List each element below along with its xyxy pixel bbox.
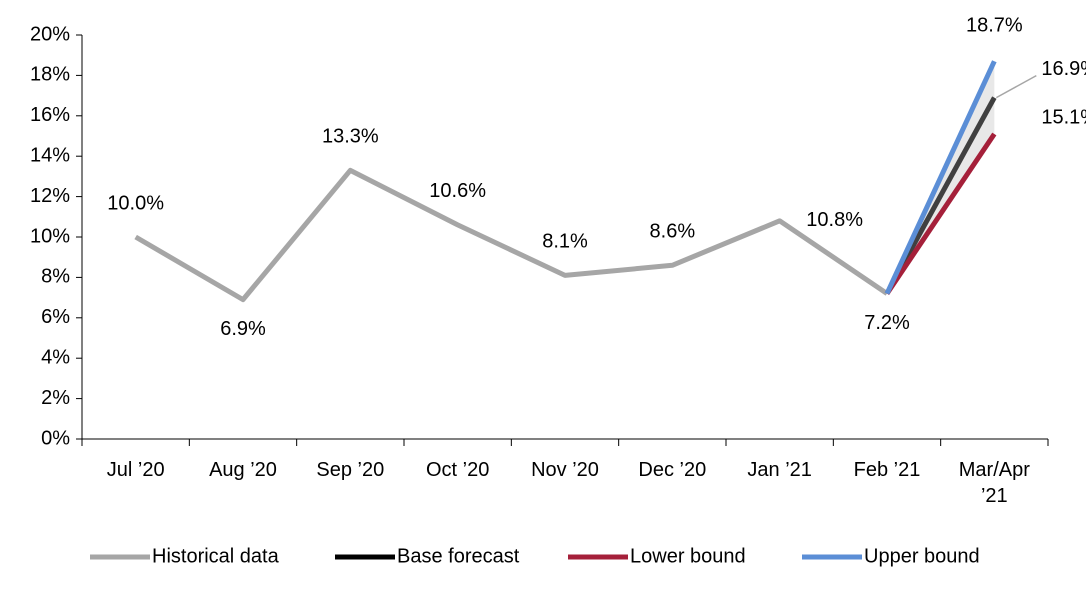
y-tick-label: 8% <box>41 266 70 288</box>
x-tick-label: Mar/Apr ’21 <box>958 459 1030 507</box>
legend-label: Historical data <box>152 545 280 567</box>
x-tick-label: Oct ’20 <box>425 459 490 481</box>
x-tick-label: Sep ’20 <box>316 459 385 481</box>
x-tick-label: Feb ’21 <box>853 459 921 481</box>
y-tick-label: 6% <box>41 306 70 328</box>
y-tick-label: 16% <box>30 104 70 126</box>
y-tick-label: 10% <box>30 225 70 247</box>
data-label: 7.2% <box>864 312 910 334</box>
data-label: 10.6% <box>429 180 486 202</box>
x-tick-label: Jan ’21 <box>747 459 812 481</box>
leader-line <box>995 74 1037 99</box>
y-tick-label: 12% <box>30 185 70 207</box>
data-label: 16.9% <box>1041 58 1086 80</box>
data-label: 18.7% <box>966 15 1023 37</box>
data-label: 8.6% <box>650 221 696 243</box>
legend-label: Base forecast <box>397 545 520 567</box>
y-tick-label: 20% <box>30 23 70 45</box>
data-label: 10.0% <box>107 192 164 214</box>
y-tick-label: 18% <box>30 64 70 86</box>
legend-label: Lower bound <box>630 545 746 567</box>
data-label: 15.1% <box>1041 106 1086 128</box>
data-label: 6.9% <box>220 318 266 340</box>
data-label: 10.8% <box>806 209 863 231</box>
y-tick-label: 2% <box>41 387 70 409</box>
x-tick-label: Jul ’20 <box>106 459 165 481</box>
y-tick-label: 4% <box>41 346 70 368</box>
x-tick-label: Nov ’20 <box>531 459 599 481</box>
series-line <box>884 132 997 295</box>
series-line <box>884 96 997 295</box>
data-label: 8.1% <box>542 231 588 253</box>
data-label: 13.3% <box>322 126 379 148</box>
legend-label: Upper bound <box>864 545 980 567</box>
y-tick-label: 14% <box>30 144 70 166</box>
x-tick-label: Dec ’20 <box>638 459 707 481</box>
series-line <box>884 60 997 295</box>
series-line <box>134 167 889 303</box>
x-tick-label: Aug ’20 <box>209 459 277 481</box>
y-tick-label: 0% <box>41 427 70 449</box>
